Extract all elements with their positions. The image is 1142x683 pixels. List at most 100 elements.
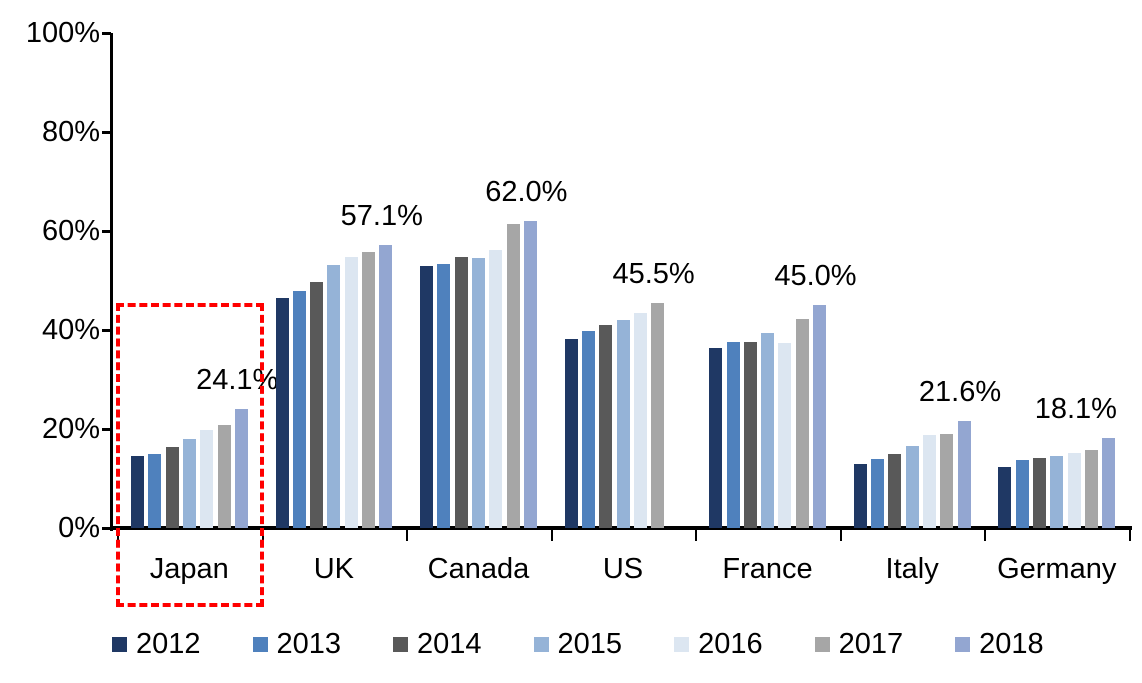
- bar-italy-2015: [905, 445, 919, 528]
- bar-japan-2018: [234, 408, 248, 528]
- bar-germany-2013: [1015, 459, 1029, 528]
- bar-us-2017: [651, 302, 665, 528]
- data-label-germany: 18.1%: [1034, 393, 1117, 426]
- bar-japan-2014: [165, 447, 179, 528]
- legend-swatch-2016: [674, 637, 690, 652]
- bar-uk-2014: [310, 281, 324, 528]
- y-tick-label: 80%: [41, 116, 100, 148]
- bar-canada-2017: [506, 223, 520, 528]
- bar-japan-2015: [182, 439, 196, 528]
- data-label-italy: 21.6%: [918, 376, 1002, 409]
- x-axis-tick: [550, 530, 553, 541]
- legend-item-2013: 2013: [252, 628, 342, 661]
- y-axis-tick: [102, 329, 111, 332]
- x-axis-tick: [1129, 530, 1131, 541]
- bar-italy-2016: [923, 435, 937, 528]
- legend-swatch-2014: [393, 637, 409, 652]
- y-axis-tick: [102, 527, 111, 530]
- legend-label-2015: 2015: [557, 628, 623, 660]
- legend-swatch-2015: [533, 637, 549, 652]
- category-label-canada: Canada: [427, 553, 530, 585]
- legend-label-2012: 2012: [136, 628, 201, 660]
- bar-group-italy: 21.6%: [840, 33, 1001, 528]
- bar-uk-2012: [275, 298, 289, 528]
- bar-italy-2017: [940, 433, 954, 528]
- bar-group-france: 45.0%: [695, 33, 857, 528]
- legend-item-2014: 2014: [393, 628, 482, 661]
- bar-france-2014: [743, 342, 757, 528]
- bar-canada-2014: [454, 256, 468, 528]
- category-label-germany: Germany: [997, 553, 1117, 585]
- bar-japan-2012: [131, 455, 144, 528]
- bar-japan-2016: [200, 429, 214, 528]
- category-label-us: US: [602, 553, 644, 585]
- bar-uk-2017: [362, 251, 376, 528]
- data-label-france: 45.0%: [774, 260, 857, 293]
- bar-france-2018: [813, 305, 827, 528]
- x-axis-tick: [839, 530, 842, 541]
- legend-item-2015: 2015: [533, 628, 623, 661]
- legend: 2012 2013 2014 2015 2016 2017 2018: [112, 628, 1044, 661]
- y-axis-tick: [102, 428, 111, 431]
- bar-group-us: 45.5%: [551, 33, 696, 528]
- bar-germany-2012: [998, 466, 1012, 528]
- legend-label-2013: 2013: [276, 628, 342, 660]
- bar-france-2016: [778, 342, 792, 528]
- legend-label-2018: 2018: [979, 628, 1044, 660]
- bar-germany-2018: [1102, 438, 1116, 528]
- bar-group-germany: 18.1%: [984, 33, 1129, 528]
- bar-uk-2013: [292, 291, 306, 528]
- legend-swatch-2013: [252, 637, 268, 652]
- bar-italy-2012: [853, 463, 867, 528]
- legend-label-2017: 2017: [838, 628, 904, 660]
- legend-swatch-2018: [955, 637, 971, 652]
- bar-japan-2017: [217, 424, 231, 528]
- bar-us-2016: [633, 312, 647, 528]
- legend-item-2012: 2012: [112, 628, 201, 661]
- bar-germany-2016: [1067, 452, 1081, 528]
- legend-item-2018: 2018: [955, 628, 1044, 661]
- bar-italy-2013: [871, 459, 885, 528]
- bar-germany-2017: [1084, 450, 1098, 528]
- legend-swatch-2012: [112, 637, 127, 652]
- legend-label-2014: 2014: [417, 628, 482, 660]
- bar-canada-2018: [523, 221, 537, 528]
- y-tick-label: 40%: [41, 314, 100, 346]
- bar-canada-2016: [489, 250, 503, 528]
- legend-item-2017: 2017: [814, 628, 904, 661]
- x-axis-tick: [984, 530, 987, 541]
- category-label-france: France: [722, 553, 813, 585]
- bar-uk-2015: [327, 265, 341, 528]
- bar-us-2015: [616, 320, 630, 528]
- category-label-italy: Italy: [885, 553, 939, 585]
- bar-group-canada: 62.0%: [406, 33, 567, 528]
- bar-italy-2014: [888, 453, 902, 528]
- bar-france-2017: [795, 319, 809, 528]
- bar-us-2014: [599, 325, 613, 528]
- bar-group-japan: 24.1%: [117, 33, 278, 528]
- x-axis-tick: [406, 530, 409, 541]
- bar-uk-2018: [379, 245, 393, 528]
- bar-canada-2012: [420, 266, 434, 528]
- bar-france-2012: [709, 347, 723, 528]
- bar-us-2012: [564, 339, 578, 528]
- bar-group-uk: 57.1%: [262, 33, 423, 528]
- bar-germany-2014: [1033, 458, 1047, 528]
- x-axis-line: [110, 526, 1132, 530]
- y-tick-label: 20%: [41, 413, 100, 445]
- y-axis-tick: [102, 32, 111, 35]
- legend-label-2016: 2016: [698, 628, 763, 660]
- legend-swatch-2017: [814, 637, 830, 652]
- bar-japan-2013: [148, 454, 162, 528]
- x-axis-tick: [695, 530, 698, 541]
- legend-item-2016: 2016: [674, 628, 763, 661]
- highlight-box-japan: [116, 303, 264, 607]
- bar-us-2013: [582, 330, 595, 528]
- category-label-uk: UK: [313, 553, 354, 585]
- bar-canada-2013: [437, 263, 451, 528]
- data-label-us: 45.5%: [612, 257, 695, 290]
- y-tick-label: 60%: [41, 215, 100, 247]
- y-axis-line: [110, 33, 113, 531]
- bar-italy-2018: [957, 421, 971, 528]
